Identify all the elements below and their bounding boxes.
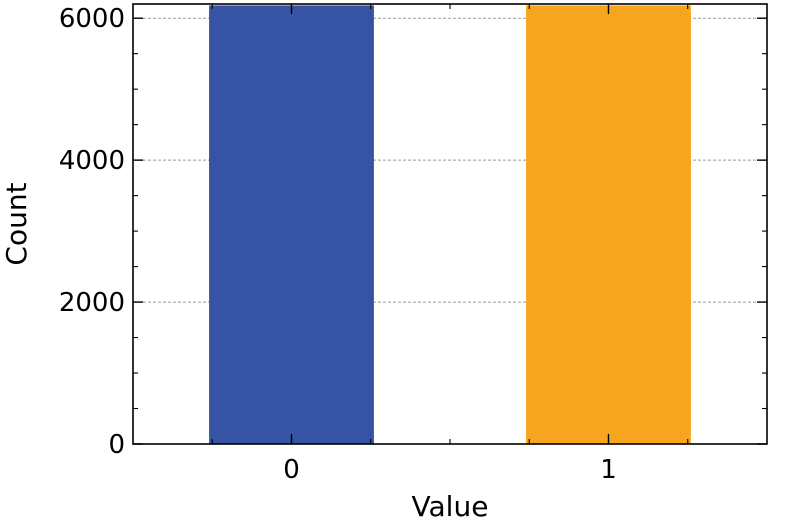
x-tick-label: 0 bbox=[283, 455, 300, 485]
bar-1 bbox=[526, 5, 691, 445]
x-tick-label: 1 bbox=[600, 455, 617, 485]
y-tick-label: 6000 bbox=[59, 4, 125, 34]
bars bbox=[209, 5, 691, 445]
axis-ticks bbox=[133, 4, 767, 445]
y-axis-label: Count bbox=[0, 182, 33, 265]
x-axis-label: Value bbox=[412, 490, 489, 522]
y-tick-label: 2000 bbox=[59, 288, 125, 318]
bar-0 bbox=[209, 5, 374, 445]
tick-labels: 0 2000 4000 6000 0 1 bbox=[59, 4, 617, 485]
y-tick-label: 4000 bbox=[59, 146, 125, 176]
y-tick-label: 0 bbox=[108, 430, 125, 460]
